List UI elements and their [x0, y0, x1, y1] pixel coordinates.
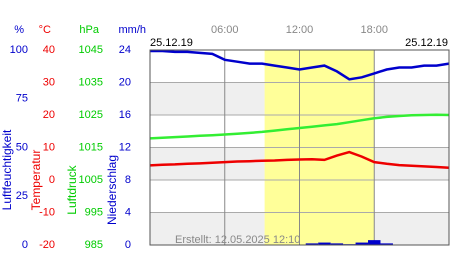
x-tick-label: 18:00: [360, 24, 388, 36]
y-tick-label: 16: [119, 109, 131, 121]
y-tick-label: 12: [119, 141, 131, 153]
plot-frame: [149, 49, 450, 246]
date-end: 25.12.19: [405, 37, 448, 49]
y-tick-label: 0: [22, 239, 28, 250]
y-tick-label: 50: [16, 141, 28, 153]
y-tick-label: 985: [85, 239, 103, 250]
y-tick-label: 10: [43, 141, 55, 153]
y-tick-label: 1015: [79, 141, 103, 153]
axis-label: Luftfeuchtigkeit: [0, 129, 14, 210]
data-line: [149, 113, 450, 140]
y-tick-label: 995: [85, 206, 103, 218]
y-tick-label: 1035: [79, 76, 103, 88]
precip-bar: [330, 243, 344, 245]
axis-label: Niederschlag: [105, 155, 119, 225]
precip-bar: [368, 240, 381, 245]
y-tick-label: 8: [125, 174, 131, 186]
footer: Erstellt: 12.05.2025 12:10: [175, 234, 300, 246]
x-tick-label: 06:00: [211, 24, 239, 36]
precip-bar: [380, 243, 393, 245]
y-tick-label: 30: [43, 76, 55, 88]
y-tick-label: 25: [16, 190, 28, 202]
date-start: 25.12.19: [150, 37, 193, 49]
y-tick-label: 0: [125, 239, 131, 250]
axis-unit: %: [14, 24, 24, 36]
y-tick-label: 1045: [79, 44, 103, 56]
y-tick-label: 1025: [79, 109, 103, 121]
y-tick-label: 20: [119, 76, 131, 88]
precip-bar: [355, 242, 369, 245]
y-tick-label: 1005: [79, 174, 103, 186]
axis-label: Temperatur: [29, 150, 43, 211]
data-line: [150, 49, 450, 81]
y-tick-label: 75: [16, 93, 28, 105]
axis-unit: hPa: [79, 24, 99, 36]
y-tick-label: 20: [43, 109, 55, 121]
precip-bar: [318, 242, 331, 245]
precip-bar: [305, 243, 319, 245]
y-tick-label: 40: [43, 44, 55, 56]
y-tick-label: -10: [39, 206, 55, 218]
y-tick-label: -20: [39, 239, 55, 250]
x-tick-label: 12:00: [286, 24, 314, 36]
y-tick-label: 0: [49, 174, 55, 186]
data-line: [149, 150, 450, 169]
axis-unit: mm/h: [119, 24, 147, 36]
axis-label: Luftdruck: [65, 164, 79, 214]
y-tick-label: 24: [119, 44, 131, 56]
y-tick-label: 100: [10, 44, 28, 56]
y-tick-label: 4: [125, 206, 131, 218]
axis-unit: °C: [39, 24, 51, 36]
